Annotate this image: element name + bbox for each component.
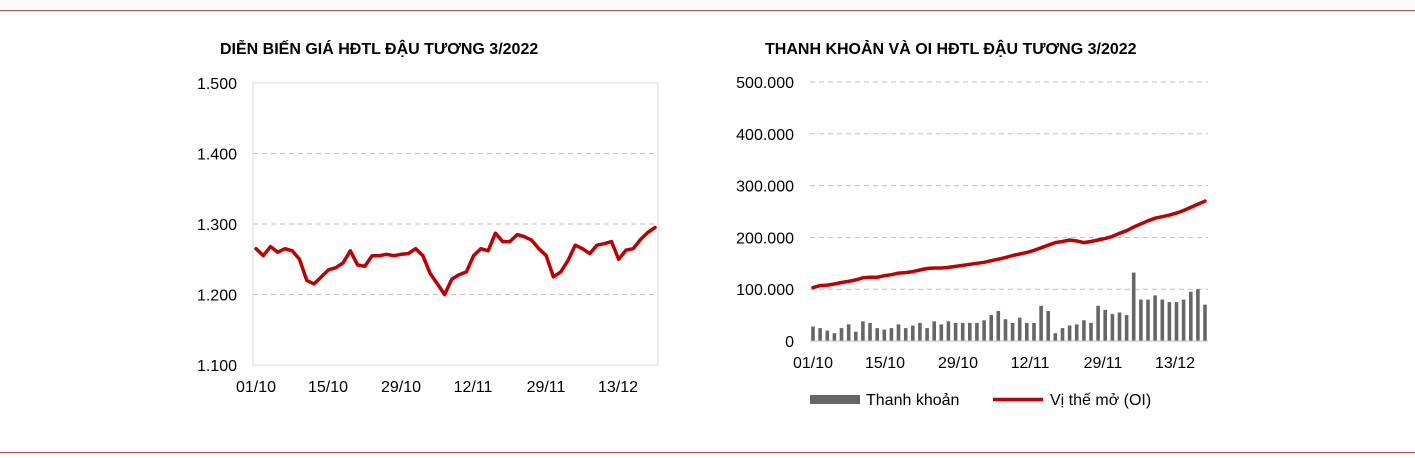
price-chart: 1.100 1.200 1.300 1.400 1.500 01/10 15/10 29/1… xyxy=(197,76,659,396)
price-x-tick-label: 29/11 xyxy=(527,379,566,396)
price-chart-title: DIỄN BIẾN GIÁ HĐTL ĐẬU TƯƠNG 3/2022 xyxy=(220,41,539,58)
liquidity-bar xyxy=(1053,333,1058,341)
liquidity-bar xyxy=(1153,295,1157,341)
liquidity-bar xyxy=(868,322,872,341)
liquidity-bar xyxy=(1074,324,1079,341)
liquidity-bar xyxy=(1174,302,1179,341)
liquidity-bar xyxy=(882,329,887,341)
liquidity-bar xyxy=(968,322,972,341)
bottom-rule xyxy=(0,452,1415,453)
liquidity-bar xyxy=(854,331,858,341)
liquidity-bar xyxy=(1096,305,1100,341)
liquidity-bar xyxy=(903,328,908,341)
liquidity-x-tick-label: 12/11 xyxy=(1011,355,1050,372)
liquidity-bar xyxy=(932,321,936,341)
price-y-tick-label: 1.200 xyxy=(197,288,237,305)
liquidity-bar xyxy=(846,324,851,341)
price-y-tick-label: 1.300 xyxy=(197,217,237,234)
liquidity-bar xyxy=(1103,309,1107,341)
liquidity-bar xyxy=(1032,322,1036,341)
oi-series-line xyxy=(811,199,1207,290)
liquidity-bar xyxy=(989,315,993,341)
liquidity-y-tick-label: 200.000 xyxy=(736,230,794,247)
liquidity-chart-title: THANH KHOẢN VÀ OI HĐTL ĐẬU TƯƠNG 3/2022 xyxy=(765,41,1137,58)
liquidity-x-tick-label: 29/11 xyxy=(1084,355,1123,372)
liquidity-bar xyxy=(996,311,1001,341)
liquidity-bar xyxy=(1017,317,1022,341)
liquidity-bar xyxy=(1010,322,1015,341)
liquidity-x-tick-label: 29/10 xyxy=(938,355,978,372)
liquidity-bar xyxy=(1196,289,1200,341)
liquidity-bar xyxy=(1181,299,1186,341)
liquidity-bar xyxy=(1203,304,1207,341)
legend-label-oi: Vị thế mở (OI) xyxy=(1050,392,1151,409)
liquidity-x-tick-label: 13/12 xyxy=(1155,355,1195,372)
liquidity-bar xyxy=(896,324,901,341)
price-y-tick-label: 1.100 xyxy=(197,358,237,375)
liquidity-bar xyxy=(1139,299,1143,341)
liquidity-bar xyxy=(960,322,965,341)
top-rule xyxy=(0,10,1415,11)
liquidity-bar xyxy=(1146,299,1150,341)
liquidity-bar xyxy=(832,333,837,341)
liquidity-bar xyxy=(918,322,922,341)
liquidity-bar xyxy=(861,321,865,341)
liquidity-bar xyxy=(1110,314,1115,341)
liquidity-bar xyxy=(939,324,944,341)
liquidity-bar xyxy=(1089,322,1093,341)
liquidity-bar xyxy=(1003,319,1008,341)
liquidity-y-tick-label: 100.000 xyxy=(736,282,794,299)
liquidity-bar xyxy=(839,328,844,341)
price-x-tick-label: 29/10 xyxy=(381,379,421,396)
liquidity-bar xyxy=(1117,312,1122,341)
liquidity-y-tick-label: 0 xyxy=(785,334,794,351)
liquidity-bar xyxy=(1167,302,1172,341)
liquidity-bar xyxy=(1082,320,1086,341)
liquidity-bar xyxy=(825,330,830,341)
liquidity-bar xyxy=(953,322,958,341)
price-x-tick-label: 13/12 xyxy=(598,379,638,396)
liquidity-bar xyxy=(1131,272,1136,341)
liquidity-bar xyxy=(889,328,894,341)
liquidity-bar xyxy=(1039,305,1043,341)
price-series-line xyxy=(254,225,657,297)
liquidity-bar xyxy=(946,321,951,341)
price-y-tick-label: 1.400 xyxy=(197,147,237,164)
liquidity-y-tick-label: 300.000 xyxy=(736,179,794,196)
liquidity-bar xyxy=(1124,315,1129,341)
price-x-tick-label: 15/10 xyxy=(308,379,348,396)
liquidity-oi-chart: 0 100.000 200.000 300.000 400.000 500.000 01/… xyxy=(736,75,1208,409)
liquidity-bar xyxy=(818,328,822,341)
liquidity-y-tick-label: 400.000 xyxy=(736,127,794,144)
price-y-tick-label: 1.500 xyxy=(197,76,237,93)
liquidity-bar xyxy=(1060,328,1065,341)
liquidity-bar xyxy=(925,328,929,341)
liquidity-bar xyxy=(1025,322,1029,341)
liquidity-x-tick-label: 01/10 xyxy=(793,355,833,372)
liquidity-bar xyxy=(1189,291,1193,341)
legend-label-thanh-khoan: Thanh khoản xyxy=(866,392,959,409)
liquidity-bar xyxy=(982,320,986,341)
liquidity-bar xyxy=(1160,299,1165,341)
price-x-tick-label: 01/10 xyxy=(236,379,276,396)
liquidity-bar xyxy=(1067,325,1072,341)
price-x-tick-label: 12/11 xyxy=(454,379,493,396)
liquidity-bar xyxy=(875,328,879,341)
liquidity-bar xyxy=(811,326,815,341)
legend: Thanh khoản Vị thế mở (OI) xyxy=(810,392,1151,409)
liquidity-y-tick-label: 500.000 xyxy=(736,75,794,92)
liquidity-bar xyxy=(1046,311,1050,341)
liquidity-bar xyxy=(911,325,915,341)
liquidity-x-tick-label: 15/10 xyxy=(865,355,905,372)
liquidity-bar xyxy=(975,322,979,341)
legend-swatch-thanh-khoan xyxy=(810,395,860,404)
